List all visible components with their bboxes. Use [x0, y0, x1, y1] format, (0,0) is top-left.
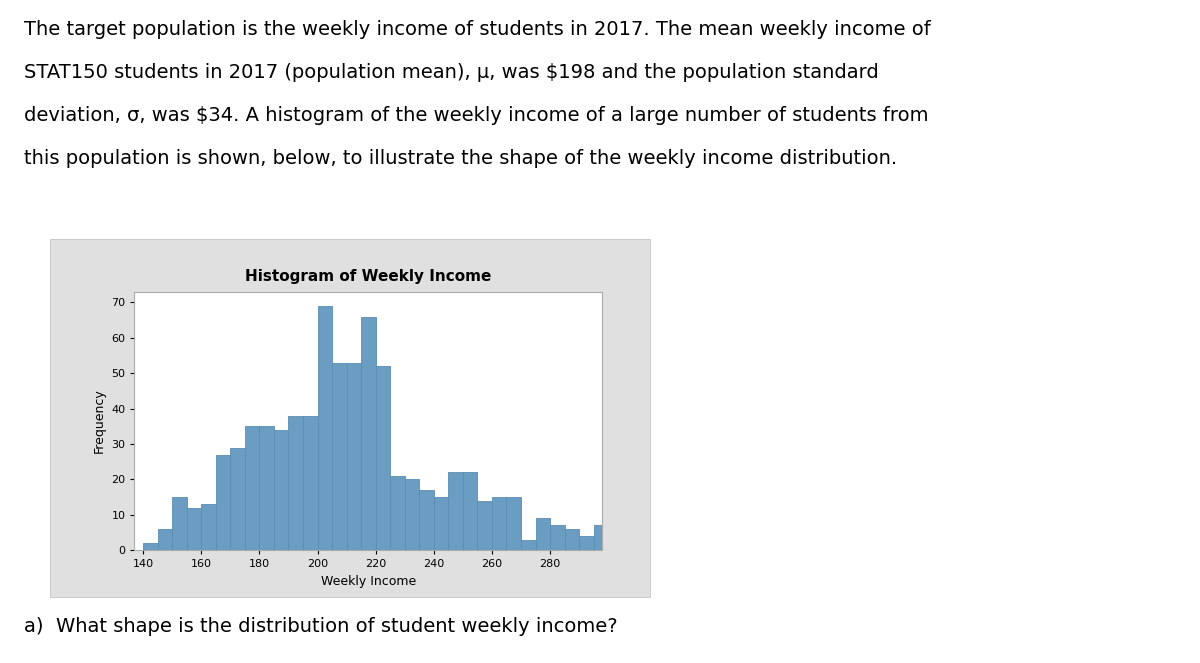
Bar — [580, 536, 594, 550]
Bar — [666, 543, 680, 550]
Bar — [347, 363, 361, 550]
Bar — [754, 518, 768, 550]
Bar — [318, 306, 332, 550]
Bar — [710, 515, 725, 550]
Bar — [187, 508, 202, 550]
Text: a)  What shape is the distribution of student weekly income?: a) What shape is the distribution of stu… — [24, 617, 618, 636]
Bar — [361, 316, 376, 550]
Text: STAT150 students in 2017 (population mean), μ, was $198 and the population stand: STAT150 students in 2017 (population mea… — [24, 63, 878, 82]
Bar — [608, 518, 623, 550]
Bar — [332, 363, 347, 550]
Bar — [550, 526, 565, 550]
Bar — [202, 505, 216, 550]
Bar — [390, 476, 404, 550]
Bar — [696, 515, 710, 550]
Bar — [288, 416, 302, 550]
Y-axis label: Frequency: Frequency — [92, 389, 106, 453]
Bar — [478, 501, 492, 550]
Bar — [302, 416, 318, 550]
Bar — [725, 529, 739, 550]
Bar — [172, 497, 187, 550]
Bar — [594, 526, 608, 550]
Bar — [637, 518, 652, 550]
Bar — [535, 518, 550, 550]
Bar — [492, 497, 506, 550]
Bar — [245, 426, 259, 550]
Bar — [739, 532, 754, 550]
Bar — [652, 479, 666, 550]
Bar — [463, 472, 478, 550]
Bar — [521, 540, 535, 550]
Bar — [157, 529, 172, 550]
Text: deviation, σ, was $34. A histogram of the weekly income of a large number of stu: deviation, σ, was $34. A histogram of th… — [24, 106, 929, 125]
Title: Histogram of Weekly Income: Histogram of Weekly Income — [245, 269, 492, 284]
Bar — [376, 366, 390, 550]
Bar — [404, 479, 419, 550]
Bar — [259, 426, 274, 550]
Bar — [274, 430, 288, 550]
Bar — [768, 547, 782, 550]
Bar — [434, 497, 449, 550]
X-axis label: Weekly Income: Weekly Income — [320, 575, 416, 588]
Bar — [623, 536, 637, 550]
Bar — [230, 448, 245, 550]
Bar — [565, 529, 580, 550]
Bar — [449, 472, 463, 550]
Bar — [143, 543, 157, 550]
Bar — [216, 455, 230, 550]
Bar — [506, 497, 521, 550]
Bar — [680, 518, 696, 550]
Text: this population is shown, below, to illustrate the shape of the weekly income di: this population is shown, below, to illu… — [24, 149, 898, 168]
Text: The target population is the weekly income of students in 2017. The mean weekly : The target population is the weekly inco… — [24, 20, 931, 39]
Bar — [419, 490, 434, 550]
